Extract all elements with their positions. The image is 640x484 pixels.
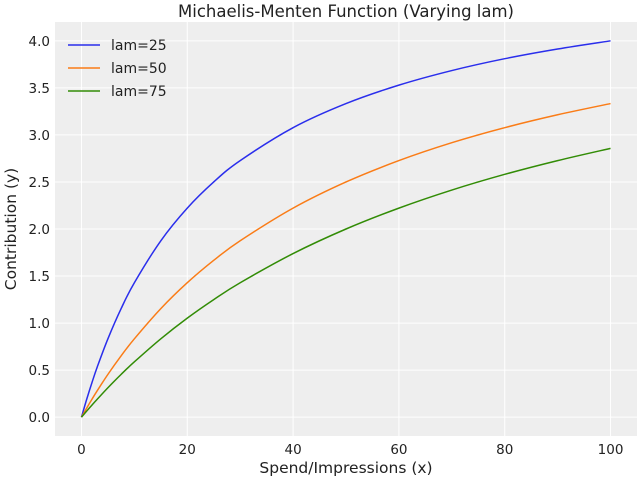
y-tick-label: 3.5 bbox=[29, 81, 50, 97]
y-tick-label: 3.0 bbox=[29, 128, 50, 144]
x-tick-label: 0 bbox=[77, 442, 86, 458]
legend-label: lam=75 bbox=[111, 84, 167, 100]
y-tick-label: 2.5 bbox=[29, 175, 50, 191]
legend: lam=25 lam=50 lam=75 bbox=[68, 38, 167, 100]
series-line-lam=25 bbox=[80, 40, 611, 418]
y-tick-label: 2.0 bbox=[29, 222, 50, 238]
x-axis-label: Spend/Impressions (x) bbox=[259, 459, 432, 477]
x-tick-label: 60 bbox=[390, 442, 407, 458]
x-tick-label: 20 bbox=[179, 442, 196, 458]
x-tick-label: 80 bbox=[496, 442, 513, 458]
series-lines bbox=[80, 40, 611, 418]
ticks: 0 20 40 60 80 100 0.0 0.5 1.0 1.5 2.0 2.5 3.0 3.5 4.0 bbox=[29, 34, 624, 458]
chart-title: Michaelis-Menten Function (Varying lam) bbox=[178, 2, 514, 21]
x-tick-label: 40 bbox=[284, 442, 301, 458]
y-tick-label: 1.5 bbox=[29, 269, 50, 285]
x-tick-label: 100 bbox=[598, 442, 624, 458]
series-line-lam=75 bbox=[80, 147, 611, 418]
y-tick-label: 0.0 bbox=[29, 410, 50, 426]
y-tick-label: 4.0 bbox=[29, 34, 50, 50]
y-tick-label: 1.0 bbox=[29, 316, 50, 332]
legend-label: lam=50 bbox=[111, 61, 167, 77]
legend-label: lam=25 bbox=[111, 38, 167, 54]
y-tick-label: 0.5 bbox=[29, 363, 50, 379]
y-axis-label: Contribution (y) bbox=[2, 168, 20, 290]
series-line-lam=50 bbox=[80, 102, 611, 418]
